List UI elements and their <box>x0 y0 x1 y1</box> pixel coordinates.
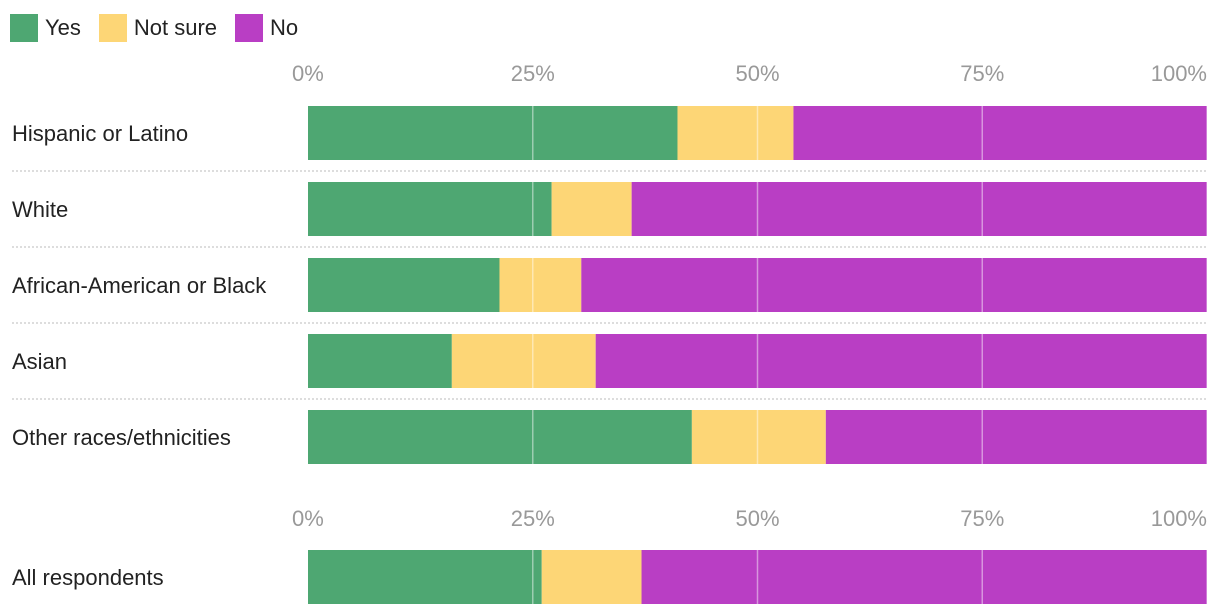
bar-african-american-or-black-yes <box>308 258 500 312</box>
x-tick-label-1-3: 75% <box>960 506 1004 531</box>
legend-item-not-sure: Not sure <box>98 14 218 42</box>
bar-other-races-ethnicities-yes <box>308 410 692 464</box>
bar-hispanic-or-latino-no <box>793 106 1207 160</box>
bar-asian-no <box>595 334 1207 388</box>
bar-asian-not-sure <box>451 334 596 388</box>
bar-all-respondents-not-sure <box>541 550 642 604</box>
bar-white-not-sure <box>551 182 632 236</box>
category-label-all-respondents: All respondents <box>12 565 164 590</box>
bar-all-respondents-no <box>641 550 1207 604</box>
x-tick-label-1-2: 50% <box>735 506 779 531</box>
x-tick-label-0-1: 25% <box>511 61 555 86</box>
legend-label-yes: Yes <box>45 15 81 40</box>
x-tick-label-1-0: 0% <box>292 506 324 531</box>
x-tick-label-0-3: 75% <box>960 61 1004 86</box>
x-tick-label-1-4: 100% <box>1151 506 1207 531</box>
bar-african-american-or-black-no <box>581 258 1207 312</box>
bar-white-no <box>631 182 1207 236</box>
legend-label-no: No <box>270 15 299 40</box>
bar-other-races-ethnicities-not-sure <box>691 410 826 464</box>
bar-all-respondents-yes <box>308 550 542 604</box>
category-label-african-american-or-black: African-American or Black <box>12 273 267 298</box>
category-label-other-races-ethnicities: Other races/ethnicities <box>12 425 231 450</box>
legend-item-yes: Yes <box>10 14 81 42</box>
legend: Yes Not sure No <box>10 13 316 43</box>
x-tick-label-1-1: 25% <box>511 506 555 531</box>
legend-swatch-no <box>235 14 264 42</box>
legend-item-no: No <box>235 14 298 42</box>
category-label-asian: Asian <box>12 349 67 374</box>
category-label-white: White <box>12 197 68 222</box>
x-tick-label-0-0: 0% <box>292 61 324 86</box>
x-tick-label-0-2: 50% <box>735 61 779 86</box>
bar-hispanic-or-latino-yes <box>308 106 678 160</box>
bar-white-yes <box>308 182 552 236</box>
bar-other-races-ethnicities-no <box>825 410 1207 464</box>
legend-swatch-not-sure <box>98 14 127 42</box>
category-label-hispanic-or-latino: Hispanic or Latino <box>12 121 188 146</box>
bar-african-american-or-black-not-sure <box>499 258 582 312</box>
legend-label-not-sure: Not sure <box>133 15 218 40</box>
bar-hispanic-or-latino-not-sure <box>677 106 794 160</box>
legend-swatch-yes <box>10 14 38 42</box>
x-tick-label-0-4: 100% <box>1151 61 1207 86</box>
bar-asian-yes <box>308 334 452 388</box>
